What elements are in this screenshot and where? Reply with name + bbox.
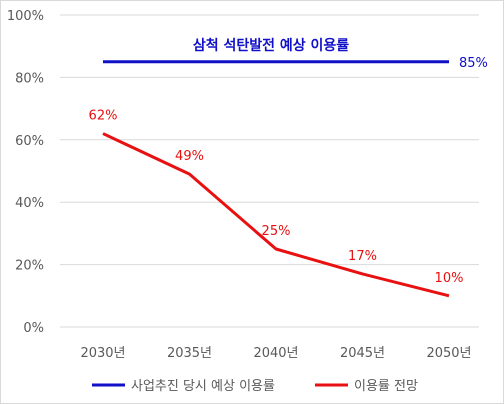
y-tick-label: 80% — [15, 71, 44, 86]
y-tick-label: 40% — [15, 196, 44, 211]
x-tick-label: 2035년 — [167, 346, 212, 361]
data-label: 25% — [262, 224, 291, 239]
legend-label: 사업추진 당시 예상 이용률 — [131, 379, 275, 394]
y-tick-label: 100% — [7, 9, 44, 24]
x-tick-label: 2045년 — [340, 346, 385, 361]
data-label: 49% — [175, 149, 204, 164]
y-tick-label: 0% — [23, 321, 44, 336]
legend: 사업추진 당시 예상 이용률 이용률 전망 — [92, 379, 418, 394]
x-tick-label: 2030년 — [80, 346, 125, 361]
data-label: 17% — [348, 249, 377, 264]
data-label: 62% — [89, 109, 118, 124]
series-annotation: 삼척 석탄발전 예상 이용률 — [193, 37, 349, 54]
x-tick-label: 2040년 — [253, 346, 298, 361]
y-tick-label: 20% — [15, 259, 44, 274]
data-label-end: 85% — [459, 56, 488, 71]
x-tick-label: 2050년 — [426, 346, 471, 361]
data-label: 10% — [435, 271, 464, 286]
legend-label: 이용률 전망 — [354, 379, 418, 394]
y-tick-label: 60% — [15, 134, 44, 149]
